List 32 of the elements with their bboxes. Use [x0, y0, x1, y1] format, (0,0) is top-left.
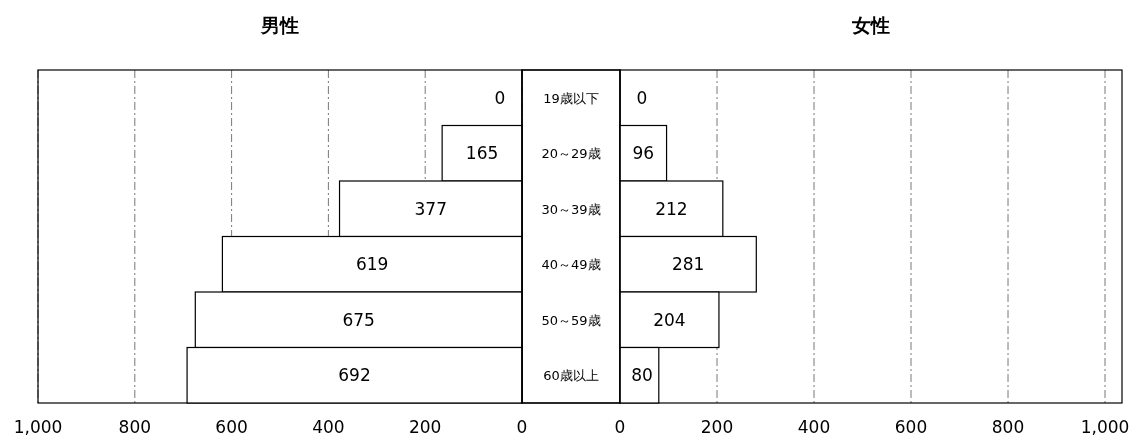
y-tick-label: 19歳以下	[543, 90, 599, 106]
x-tick-label: 800	[991, 417, 1025, 437]
chart-title: 男性	[260, 14, 299, 36]
data-label: 204	[653, 309, 686, 330]
x-tick-label: 0	[516, 417, 528, 437]
data-label: 212	[655, 198, 688, 219]
y-tick-label: 20～29歳	[541, 146, 601, 162]
x-tick-label: 0	[614, 417, 626, 437]
data-label: 0	[494, 87, 506, 108]
data-label: 165	[465, 143, 499, 164]
data-label: 80	[631, 365, 653, 386]
data-label: 281	[671, 254, 705, 275]
x-tick-label: 1,000	[13, 417, 63, 437]
y-tick-label: 60歳以上	[543, 368, 599, 384]
data-label: 0	[636, 87, 648, 108]
x-tick-label: 600	[894, 417, 928, 437]
data-label: 675	[342, 309, 375, 330]
chart-title: 女性	[851, 14, 890, 36]
data-label: 377	[414, 198, 447, 219]
data-label: 96	[632, 143, 655, 164]
x-tick-label: 800	[118, 417, 152, 437]
x-tick-label: 400	[312, 417, 345, 437]
data-label: 692	[338, 365, 371, 386]
x-tick-label: 400	[797, 417, 831, 437]
x-tick-label: 1,000	[1080, 417, 1130, 437]
data-label: 619	[355, 254, 389, 275]
x-tick-label: 200	[700, 417, 734, 437]
y-tick-label: 50～59歳	[541, 312, 601, 328]
x-tick-label: 200	[408, 417, 442, 437]
x-tick-label: 600	[215, 417, 248, 437]
y-tick-label: 40～49歳	[541, 257, 601, 273]
y-tick-label: 30～39歳	[541, 201, 601, 217]
